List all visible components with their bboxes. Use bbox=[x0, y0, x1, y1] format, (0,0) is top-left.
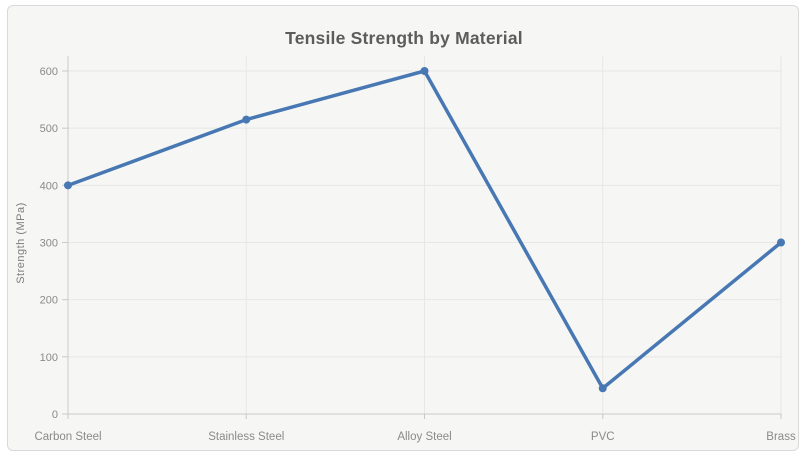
data-point-marker[interactable] bbox=[777, 238, 785, 247]
chart-title: Tensile Strength by Material bbox=[285, 28, 523, 48]
chart-card bbox=[7, 5, 799, 451]
y-tick-label: 400 bbox=[40, 180, 58, 192]
data-point-marker[interactable] bbox=[420, 67, 429, 75]
x-category-label: PVC bbox=[591, 431, 615, 443]
data-point-marker[interactable] bbox=[598, 384, 607, 393]
y-tick-label: 500 bbox=[40, 123, 58, 135]
x-category-label: Carbon Steel bbox=[34, 431, 101, 443]
x-category-label: Stainless Steel bbox=[208, 431, 284, 443]
y-tick-label: 100 bbox=[40, 352, 58, 364]
data-point-marker[interactable] bbox=[64, 181, 72, 190]
x-category-label: Brass bbox=[766, 431, 796, 443]
y-tick-label: 0 bbox=[52, 409, 58, 421]
y-tick-label: 200 bbox=[40, 295, 58, 307]
y-axis-title: Strength (MPa) bbox=[15, 202, 27, 284]
data-point-marker[interactable] bbox=[242, 115, 251, 124]
y-tick-label: 300 bbox=[40, 238, 58, 250]
x-category-label: Alloy Steel bbox=[397, 431, 451, 443]
y-tick-label: 600 bbox=[40, 66, 58, 78]
